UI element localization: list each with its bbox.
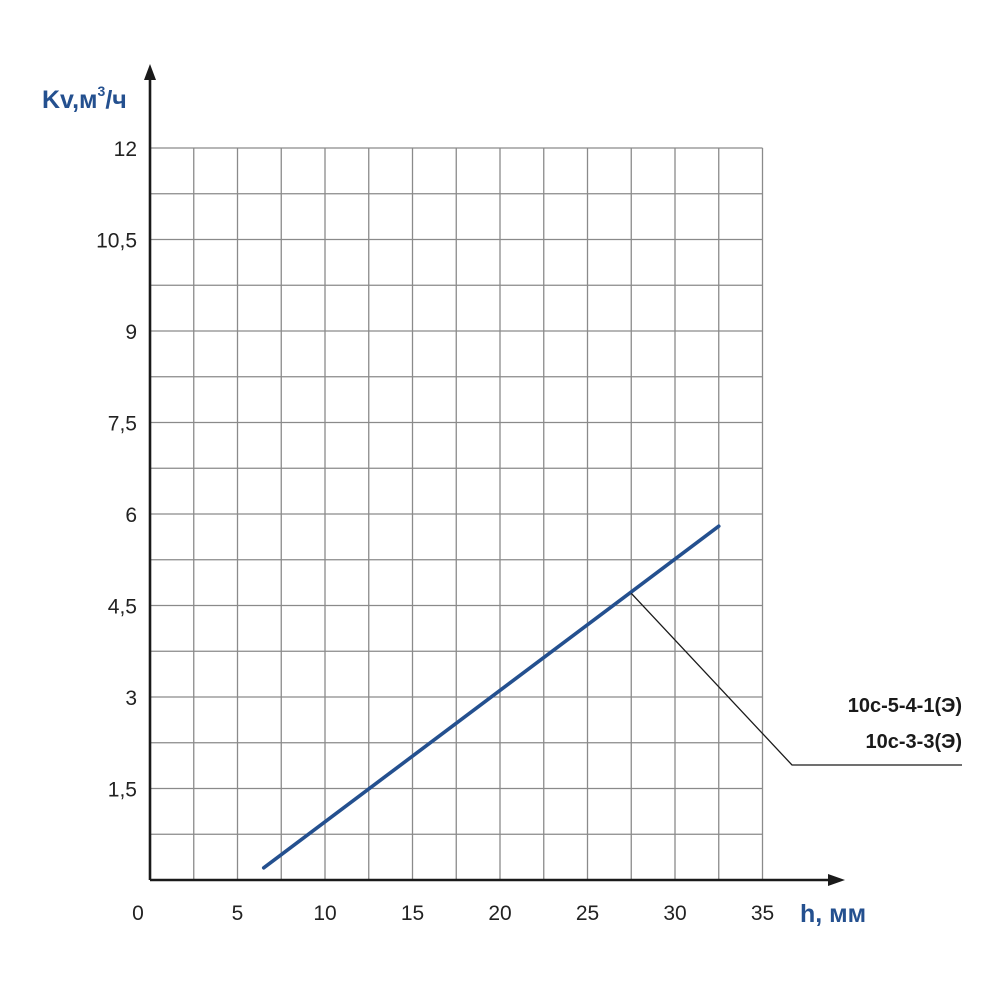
x-tick-label: 15 — [401, 902, 424, 925]
x-tick-label: 30 — [663, 902, 686, 925]
x-tick-label: 5 — [232, 902, 244, 925]
x-tick-label: 35 — [751, 902, 774, 925]
y-axis-title: Kv,м3/ч — [42, 83, 127, 114]
y-tick-label: 7,5 — [108, 413, 137, 436]
y-tick-label: 3 — [125, 687, 137, 710]
x-tick-label: 25 — [576, 902, 599, 925]
grid — [150, 147, 764, 880]
y-tick-label: 12 — [114, 138, 137, 161]
y-tick-label: 6 — [125, 504, 137, 527]
x-tick-label: 20 — [488, 902, 511, 925]
y-axis-title-main: Kv,м — [42, 86, 98, 114]
legend-entry-label: 10с-3-3(Э) — [866, 731, 962, 753]
y-tick-label: 4,5 — [108, 596, 137, 619]
series-layer — [261, 524, 721, 870]
x-tick-label: 10 — [313, 902, 336, 925]
x-axis-title: h, мм — [800, 900, 866, 928]
y-axis-title-tail: /ч — [105, 86, 126, 114]
y-tick-label: 9 — [125, 321, 137, 344]
x-axis-arrow-icon — [828, 874, 845, 886]
legend: 10с-5-4-1(Э) 10с-3-3(Э) — [630, 592, 962, 766]
series-line — [261, 524, 721, 870]
tick-labels: 0 5 10 15 20 25 30 35 1,5 3 4,5 6 7,5 9 10,5 12 — [96, 138, 774, 925]
y-tick-label: 1,5 — [108, 779, 137, 802]
y-axis-arrow-icon — [144, 64, 156, 80]
axes — [144, 64, 845, 886]
callout-leader-line — [630, 592, 962, 766]
y-axis-title-sup: 3 — [98, 83, 106, 99]
x-tick-label: 0 — [132, 902, 144, 925]
y-tick-label: 10,5 — [96, 230, 137, 253]
legend-entry-label: 10с-5-4-1(Э) — [848, 695, 962, 717]
